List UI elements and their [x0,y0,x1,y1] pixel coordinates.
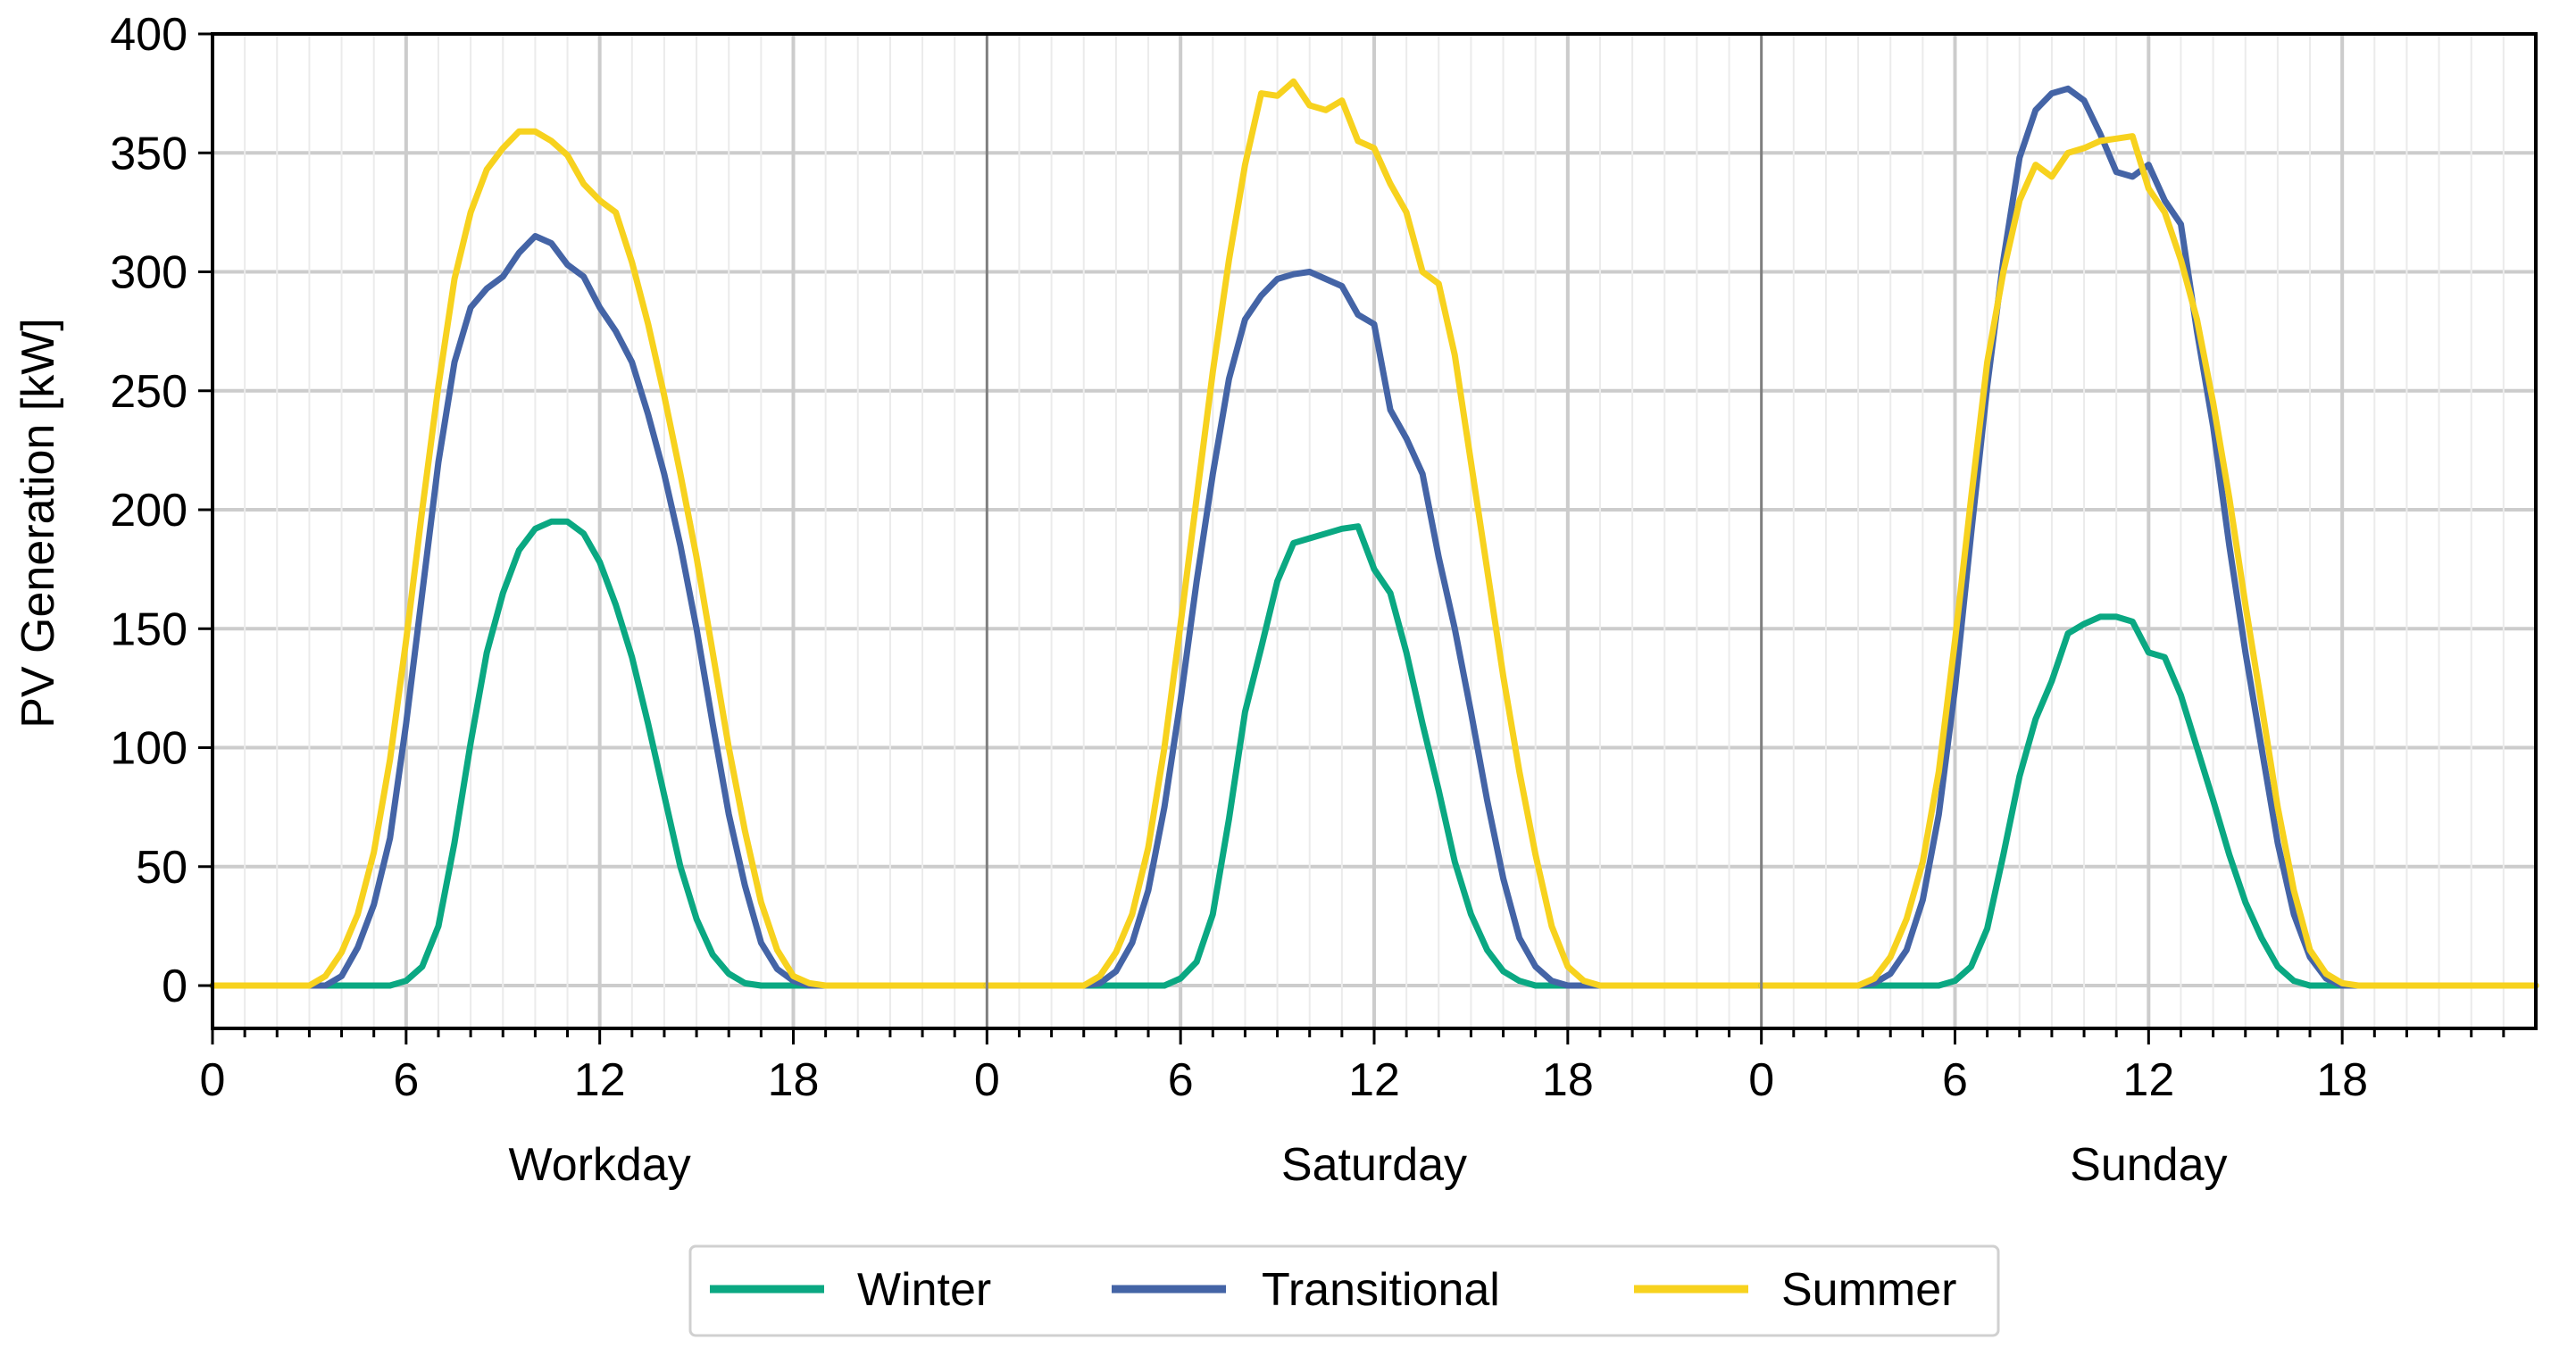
y-tick-label: 300 [110,247,188,299]
x-tick-label: 12 [574,1054,626,1106]
x-tick-label: 18 [2316,1054,2368,1106]
legend: Winter Transitional Summer [688,1244,2000,1337]
x-tick-label: 0 [200,1054,226,1106]
panel-title-sunday: Sunday [2070,1139,2227,1191]
panel-title-saturday: Saturday [1281,1139,1467,1191]
x-tick-label: 6 [393,1054,419,1106]
series-line-winter-sunday [1758,613,2539,989]
y-tick-label: 100 [110,723,188,775]
x-tick-label: 18 [1542,1054,1594,1106]
legend-label-summer: Summer [1781,1264,1956,1316]
x-tick-label: 12 [1348,1054,1400,1106]
x-tick-label: 0 [974,1054,1000,1106]
series-line-summer-saturday [983,78,1765,989]
label-layer: 0 6 12 18 Workday 0 6 12 18 Saturday 0 6 12 18 Sunday 0… [110,9,2368,1191]
y-tick-label: 150 [110,603,188,655]
y-axis-title: PV Generation [kW] [13,318,64,728]
x-tick-label: 6 [1168,1054,1194,1106]
frame-layer [198,32,2538,1044]
legend-frame [688,1244,2000,1337]
series-line-transitional-sunday [1758,85,2539,989]
y-tick-label: 50 [136,842,188,894]
series-line-summer-sunday [1758,133,2539,989]
x-tick-label: 0 [1748,1054,1774,1106]
series-line-transitional-workday [209,233,990,989]
plot-frame [211,32,2538,1030]
legend-label-winter: Winter [857,1264,991,1316]
series-line-winter-saturday [983,523,1765,989]
y-tick-label: 0 [162,961,188,1012]
y-tick-label: 250 [110,366,188,418]
panel-title-workday: Workday [509,1139,691,1191]
x-tick-label: 18 [768,1054,820,1106]
y-tick-label: 400 [110,9,188,61]
series-layer [209,78,2539,989]
grid-layer [213,32,2536,1028]
series-line-summer-workday [209,128,990,989]
x-tick-label: 6 [1942,1054,1968,1106]
series-line-winter-workday [209,518,990,989]
legend-label-transitional: Transitional [1262,1264,1500,1316]
series-line-transitional-saturday [983,269,1765,989]
y-tick-label: 200 [110,485,188,537]
x-tick-label: 12 [2122,1054,2174,1106]
y-tick-label: 350 [110,128,188,179]
